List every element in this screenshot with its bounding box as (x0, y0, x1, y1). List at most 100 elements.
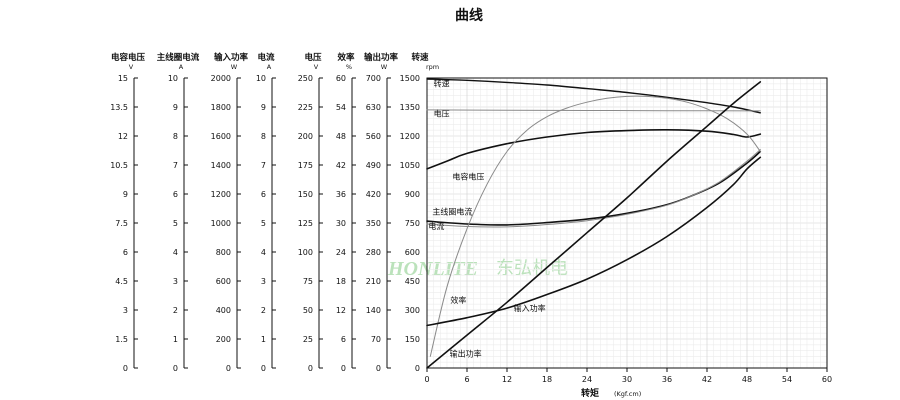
x-tick-label: 0 (424, 375, 429, 384)
x-tick-label: 24 (582, 375, 592, 384)
axis-tick-label: 1200 (400, 132, 420, 141)
axis-tick-label: 24 (336, 248, 346, 257)
series-line-8 (426, 81, 762, 369)
axis-tick-label: 25 (303, 335, 313, 344)
axis-title: 转速 (411, 52, 429, 63)
axis-tick-label: 1000 (211, 219, 231, 228)
axis-tick-label: 9 (261, 103, 266, 112)
curve-label: 效率 (450, 295, 466, 305)
axis-tick-label: 75 (303, 277, 313, 286)
axis-tick-label: 150 (298, 190, 313, 199)
axis-tick-label: 42 (336, 161, 346, 170)
axis-tick-label: 0 (173, 364, 178, 373)
axis-tick-label: 600 (216, 277, 231, 286)
axis-tick-label: 420 (366, 190, 381, 199)
axis-tick-label: 6 (123, 248, 128, 257)
curve-label: 电压 (434, 109, 450, 119)
axis-tick-label: 6 (261, 190, 266, 199)
x-axis-unit: (Kgf.cm) (614, 390, 641, 398)
axis-tick-label: 3 (123, 306, 128, 315)
axis-tick-label: 125 (298, 219, 313, 228)
axis-tick-label: 2000 (211, 74, 231, 83)
curve-label: 转速 (434, 79, 450, 89)
chart-title: 曲线 (455, 7, 483, 24)
axis-tick-label: 10 (256, 74, 266, 83)
axis-tick-label: 280 (366, 248, 381, 257)
x-tick-label: 48 (742, 375, 752, 384)
series-line-1 (426, 78, 761, 114)
watermark-name: 东弘机电 (496, 258, 568, 279)
axis-tick-label: 4 (261, 248, 266, 257)
axis-tick-label: 0 (308, 364, 313, 373)
axis-tick-label: 10.5 (110, 161, 128, 170)
axis-tick-label: 150 (405, 335, 420, 344)
axis-tick-label: 175 (298, 161, 313, 170)
series-line-3 (426, 128, 762, 170)
axis-tick-label: 900 (405, 190, 420, 199)
axis-unit: A (267, 63, 272, 71)
axis-tick-label: 630 (366, 103, 381, 112)
axis-tick-label: 300 (405, 306, 420, 315)
axis-tick-label: 1 (261, 335, 266, 344)
axis-tick-label: 600 (405, 248, 420, 257)
x-tick-label: 12 (502, 375, 512, 384)
axis-title: 电压 (304, 52, 322, 63)
x-tick-label: 30 (622, 375, 632, 384)
axis-tick-label: 0 (415, 364, 420, 373)
axis-unit: V (314, 63, 319, 71)
axis-tick-label: 1800 (211, 103, 231, 112)
axis-tick-label: 9 (123, 190, 128, 199)
axis-tick-label: 12 (118, 132, 128, 141)
axis-tick-label: 0 (226, 364, 231, 373)
axis-tick-label: 6 (173, 190, 178, 199)
x-tick-label: 42 (702, 375, 712, 384)
x-tick-label: 36 (662, 375, 672, 384)
curve-label: 主线圈电流 (432, 206, 472, 216)
axis-tick-label: 13.5 (110, 103, 128, 112)
axis-unit: W (381, 63, 388, 71)
axis-unit: rpm (426, 63, 439, 71)
axis-tick-label: 30 (336, 219, 346, 228)
axis-title: 电容电压 (111, 52, 146, 63)
axis-tick-label: 6 (341, 335, 346, 344)
series-line-5 (426, 149, 761, 228)
axis-tick-label: 10 (168, 74, 178, 83)
axis-tick-label: 100 (298, 248, 313, 257)
axis-tick-label: 60 (336, 74, 346, 83)
axis-tick-label: 225 (298, 103, 313, 112)
axis-tick-label: 5 (261, 219, 266, 228)
axis-tick-label: 9 (173, 103, 178, 112)
axis-unit: % (346, 63, 352, 71)
axis-unit: W (231, 63, 238, 71)
axis-tick-label: 1050 (400, 161, 420, 170)
axis-tick-label: 1.5 (115, 335, 128, 344)
axis-tick-label: 1200 (211, 190, 231, 199)
axis-tick-label: 7 (261, 161, 266, 170)
x-tick-label: 18 (542, 375, 552, 384)
axis-tick-label: 1350 (400, 103, 420, 112)
axis-tick-label: 18 (336, 277, 346, 286)
axis-tick-label: 800 (216, 248, 231, 257)
axis-tick-label: 0 (341, 364, 346, 373)
series-line-6 (429, 95, 761, 357)
axis-tick-label: 200 (298, 132, 313, 141)
axis-tick-label: 12 (336, 306, 346, 315)
axis-6: 效率% 0 6 12 18 24 30 36 42 48 54 60 (336, 52, 356, 373)
series-layer (426, 78, 762, 369)
axis-tick-label: 2 (173, 306, 178, 315)
axis-tick-label: 750 (405, 219, 420, 228)
axis-tick-label: 7.5 (115, 219, 128, 228)
watermark-brand: HONLITE (387, 258, 478, 280)
axis-tick-label: 140 (366, 306, 381, 315)
axis-tick-label: 3 (173, 277, 178, 286)
axis-title: 电流 (257, 52, 275, 63)
axis-5: 电压V 0 25 50 75 100 125 150 175 200 225 250 (298, 52, 323, 373)
axis-tick-label: 250 (298, 74, 313, 83)
axis-tick-label: 2 (261, 306, 266, 315)
left-axes: 电容电压V01.534.567.5910.51213.515主线圈电流A0123… (110, 52, 439, 373)
plot-grid (427, 78, 827, 368)
